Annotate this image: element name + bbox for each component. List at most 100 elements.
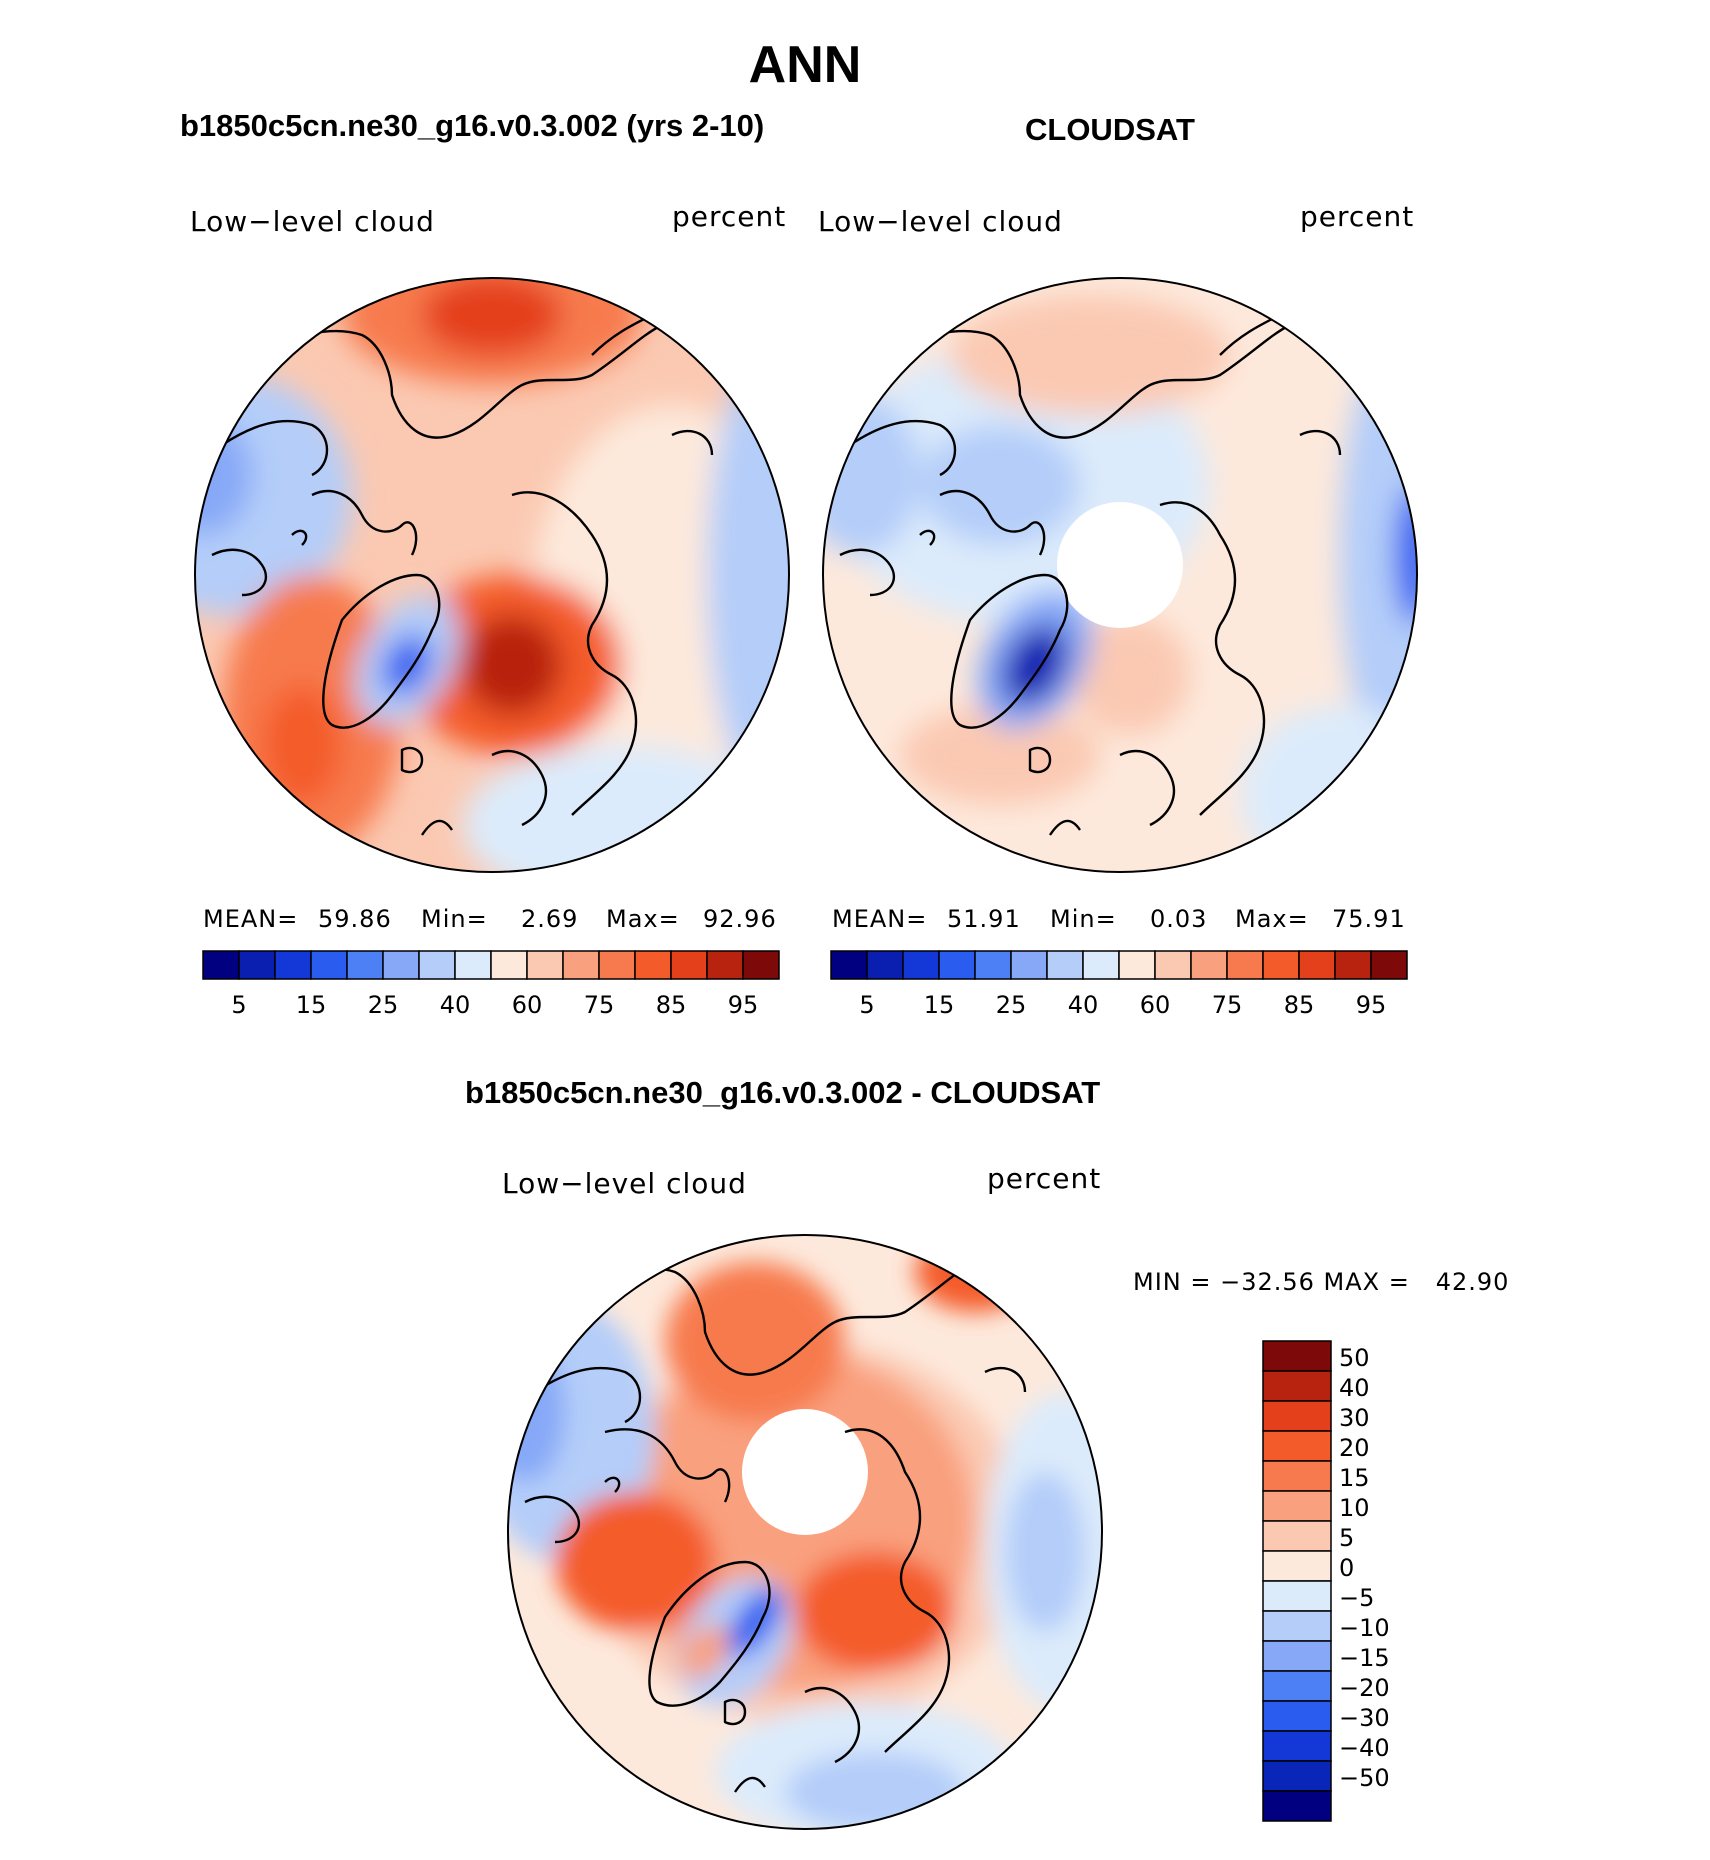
colorbar-box [310,950,348,980]
colorbar-tick-label: 5 [859,991,874,1019]
colorbar-box [1262,1460,1332,1492]
colorbar-tick-label: 75 [584,991,615,1019]
colorbar-tick-label: 75 [1212,991,1243,1019]
model-polar-map [194,277,790,873]
colorbar-tick-label: 40 [440,991,471,1019]
obs-colorbar-boxes [830,950,1408,980]
colorbar-box [1046,950,1084,980]
colorbar-box [1226,950,1264,980]
diff-variable-label: Low−level cloud [502,1167,747,1200]
diff-minmax-text: MIN = −32.56 MAX = 42.90 [1133,1268,1510,1296]
obs-min-label: Min= [1050,905,1117,933]
colorbar-box [1262,1550,1332,1582]
colorbar-box [1118,950,1156,980]
model-units-label: percent [672,200,787,233]
colorbar-tick-label: −5 [1339,1584,1374,1612]
colorbar-box [706,950,744,980]
colorbar-box [1262,1370,1332,1402]
diff-polar-map [507,1234,1103,1830]
colorbar-box [346,950,384,980]
colorbar-box [274,950,312,980]
colorbar-box [1262,1610,1332,1642]
colorbar-box [1262,1340,1332,1372]
model-colorbar-boxes [202,950,780,980]
colorbar-tick-label: 60 [512,991,543,1019]
colorbar-box [1334,950,1372,980]
colorbar-box [490,950,528,980]
colorbar-box [526,950,564,980]
obs-min-value: 0.03 [1150,905,1208,933]
colorbar-tick-label: 5 [1339,1524,1354,1552]
colorbar-tick-label: −30 [1339,1704,1390,1732]
colorbar-box [742,950,780,980]
diff-colorbar-boxes [1262,1340,1332,1822]
obs-max-label: Max= [1235,905,1309,933]
colorbar-box [1262,1730,1332,1762]
colorbar-box [1370,950,1408,980]
colorbar-tick-label: −10 [1339,1614,1390,1642]
colorbar-tick-label: 40 [1339,1374,1370,1402]
model-max-label: Max= [606,905,680,933]
colorbar-tick-label: 15 [924,991,955,1019]
diff-units-label: percent [987,1162,1102,1195]
obs-units-label: percent [1300,200,1415,233]
colorbar-tick-label: 0 [1339,1554,1354,1582]
colorbar-box [1262,1520,1332,1552]
colorbar-box [238,950,276,980]
colorbar-box [202,950,240,980]
colorbar-box [938,950,976,980]
colorbar-box [1262,1400,1332,1432]
obs-colorbar-ticks: 5 15 25 40 60 75 85 95 [859,991,1386,1019]
model-max-value: 92.96 [703,905,777,933]
colorbar-tick-label: 60 [1140,991,1171,1019]
colorbar-box [418,950,456,980]
colorbar-tick-label: 40 [1068,991,1099,1019]
colorbar-tick-label: 10 [1339,1494,1370,1522]
colorbar-tick-label: 25 [996,991,1027,1019]
colorbar-box [1262,1760,1332,1792]
colorbar-tick-label: 15 [1339,1464,1370,1492]
obs-polar-map [822,277,1418,873]
colorbar-box [382,950,420,980]
colorbar-tick-label: 5 [231,991,246,1019]
colorbar-tick-label: 85 [656,991,687,1019]
colorbar-box [1262,1790,1332,1822]
colorbar-tick-label: −40 [1339,1734,1390,1762]
obs-variable-label: Low−level cloud [818,205,1063,238]
colorbar-tick-label: 95 [1356,991,1387,1019]
colorbar-box [866,950,904,980]
colorbar-box [1298,950,1336,980]
model-colorbar: 5 15 25 40 60 75 85 95 [202,950,780,1019]
colorbar-tick-label: −20 [1339,1674,1390,1702]
model-panel-title: b1850c5cn.ne30_g16.v0.3.002 (yrs 2-10) [180,108,765,143]
colorbar-tick-label: −15 [1339,1644,1390,1672]
model-min-label: Min= [421,905,488,933]
colorbar-tick-label: 15 [296,991,327,1019]
colorbar-tick-label: 30 [1339,1404,1370,1432]
colorbar-box [1010,950,1048,980]
model-variable-label: Low−level cloud [190,205,435,238]
colorbar-box [1190,950,1228,980]
colorbar-box [830,950,868,980]
obs-max-value: 75.91 [1332,905,1406,933]
colorbar-box [634,950,672,980]
colorbar-tick-label: 20 [1339,1434,1370,1462]
obs-colorbar: 5 15 25 40 60 75 85 95 [830,950,1408,1019]
colorbar-tick-label: 85 [1284,991,1315,1019]
obs-mean-value: 51.91 [947,905,1021,933]
colorbar-box [1262,1640,1332,1672]
colorbar-tick-label: 25 [368,991,399,1019]
colorbar-box [974,950,1012,980]
model-colorbar-ticks: 5 15 25 40 60 75 85 95 [231,991,758,1019]
model-mean-value: 59.86 [318,905,392,933]
colorbar-box [1262,950,1300,980]
colorbar-box [1154,950,1192,980]
figure-title: ANN [748,36,862,94]
colorbar-tick-label: −50 [1339,1764,1390,1792]
diff-panel-title: b1850c5cn.ne30_g16.v0.3.002 - CLOUDSAT [465,1075,1101,1110]
colorbar-box [902,950,940,980]
obs-stats: MEAN= 51.91 Min= 0.03 Max= 75.91 [832,905,1412,935]
colorbar-box [1262,1430,1332,1462]
obs-mean-label: MEAN= [832,905,928,933]
